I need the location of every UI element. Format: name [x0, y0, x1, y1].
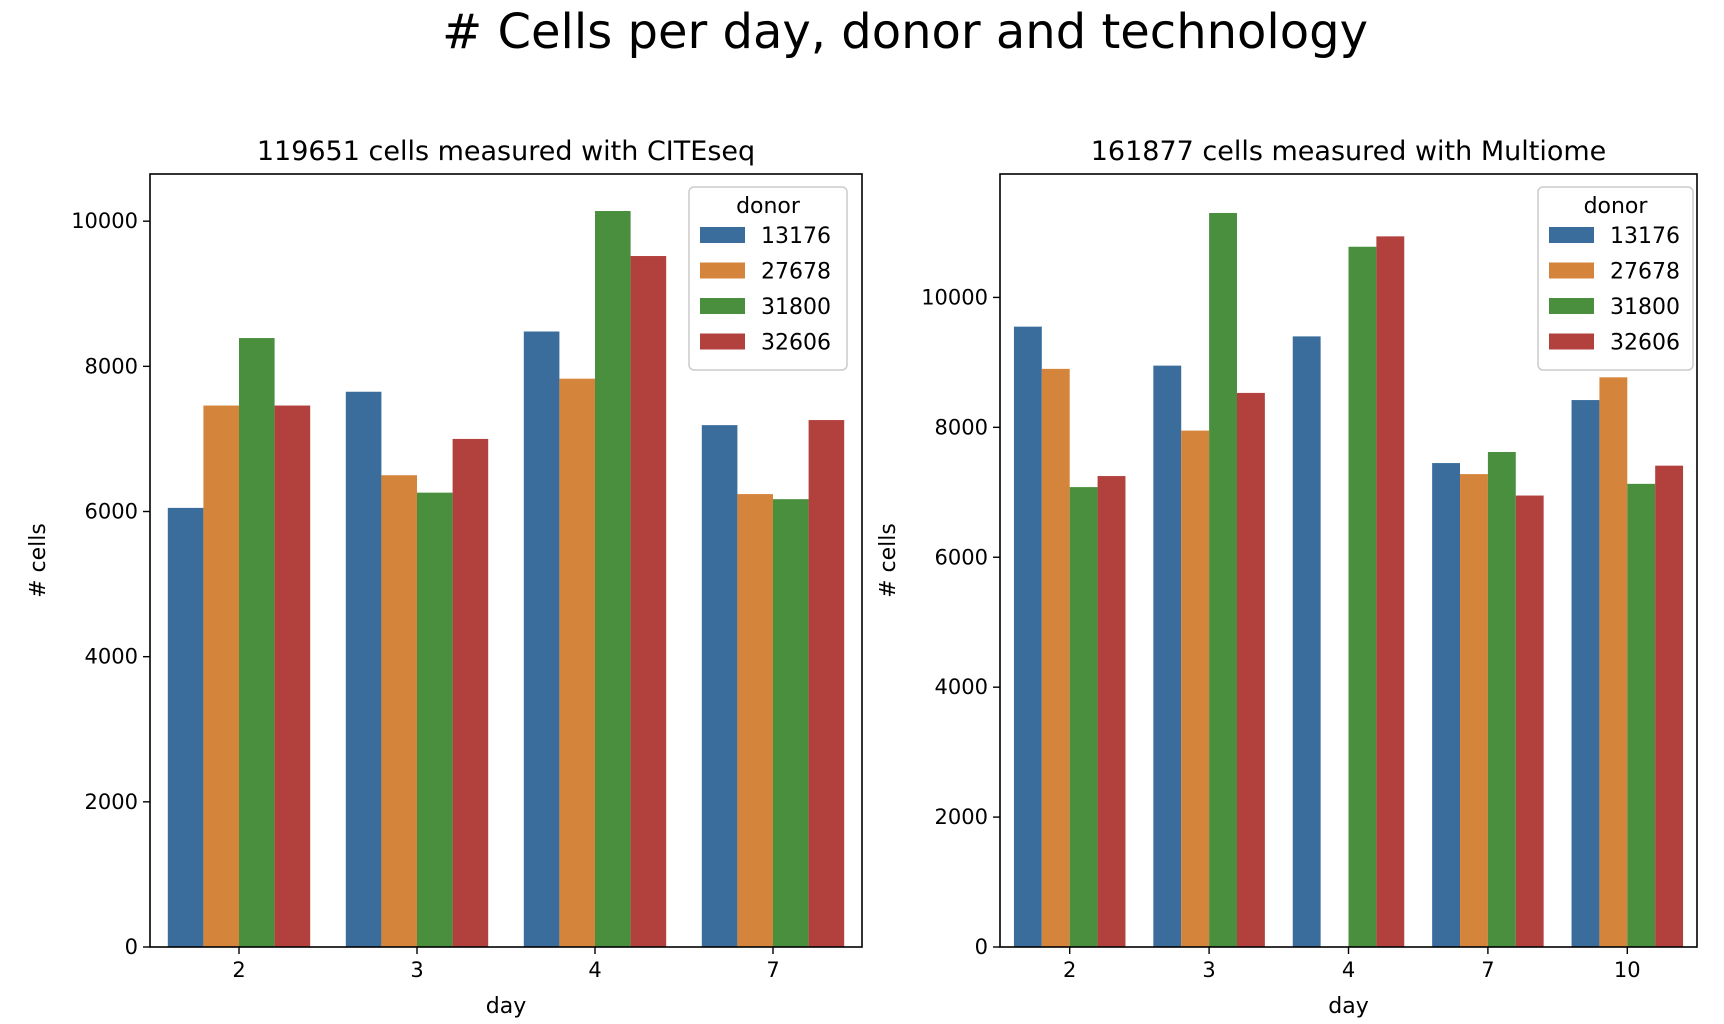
y-axis-label: # cells	[26, 523, 51, 598]
bar-13176-day-7	[701, 425, 738, 947]
legend-label-32606: 32606	[761, 331, 831, 356]
bar-32606-day-4	[630, 256, 667, 947]
bar-31800-day-4	[1348, 246, 1377, 947]
y-tick-label: 2000	[935, 805, 988, 829]
x-axis-label: day	[486, 994, 526, 1019]
panel-title: 161877 cells measured with Multiome	[1091, 136, 1607, 167]
legend: donor 13176 27678 31800 32606	[688, 186, 848, 371]
bar-27678-day-7	[737, 494, 773, 947]
bar-32606-day-7	[1515, 495, 1544, 947]
x-tick-label: 3	[1202, 958, 1215, 982]
y-tick-label: 4000	[85, 645, 138, 669]
legend-label-32606: 32606	[1610, 331, 1680, 356]
bar-27678-day-4	[559, 378, 595, 947]
bar-31800-day-3	[417, 492, 453, 947]
legend-swatch-32606	[700, 333, 745, 350]
bar-32606-day-4	[1376, 236, 1405, 948]
x-axis-label: day	[1328, 994, 1368, 1019]
y-tick-label: 4000	[935, 675, 988, 699]
y-tick-label: 8000	[85, 354, 138, 378]
y-tick-label: 10000	[921, 285, 988, 309]
legend: donor 13176 27678 31800 32606	[1537, 186, 1694, 371]
multiome-panel: 161877 cells measured with Multiome 0 2000…	[876, 136, 1698, 1019]
bar-31800-day-3	[1209, 212, 1237, 948]
bar-31800-day-7	[1487, 452, 1516, 947]
legend-title: donor	[1584, 194, 1649, 219]
y-tick-label: 6000	[85, 500, 138, 524]
bar-13176-day-2	[167, 507, 204, 947]
legend-label-31800: 31800	[761, 295, 831, 320]
bar-32606-day-2	[1097, 476, 1126, 947]
x-tick-label: 7	[766, 958, 779, 982]
x-tick-label: 3	[410, 958, 423, 982]
legend-title: donor	[736, 194, 801, 219]
bar-27678-day-2	[203, 405, 239, 947]
bar-27678-day-10	[1599, 377, 1628, 947]
legend-label-13176: 13176	[761, 224, 831, 249]
bar-32606-day-7	[808, 420, 845, 947]
panel-title: 119651 cells measured with CITEseq	[257, 136, 755, 167]
bar-27678-day-3	[1181, 430, 1210, 948]
legend-swatch-27678	[1549, 262, 1594, 279]
bar-31800-day-7	[773, 499, 809, 947]
x-tick-label: 7	[1481, 958, 1494, 982]
legend-swatch-13176	[700, 227, 745, 243]
bar-27678-day-7	[1460, 474, 1488, 947]
x-tick-label: 2	[232, 958, 245, 982]
bar-27678-day-2	[1041, 368, 1070, 947]
bar-32606-day-10	[1655, 465, 1684, 947]
y-tick-label: 0	[975, 935, 988, 959]
bar-32606-day-3	[1236, 392, 1265, 947]
bar-13176-day-7	[1432, 463, 1461, 947]
x-tick-label: 4	[588, 958, 601, 982]
y-tick-label: 0	[125, 935, 138, 959]
x-tick-label: 2	[1063, 958, 1076, 982]
legend-label-27678: 27678	[761, 260, 831, 285]
bar-31800-day-2	[1069, 487, 1098, 947]
x-tick-label: 10	[1614, 958, 1641, 982]
legend-label-27678: 27678	[1610, 260, 1680, 285]
figure-title: # Cells per day, donor and technology	[442, 4, 1368, 60]
bar-31800-day-10	[1627, 483, 1656, 947]
bar-13176-day-4	[523, 331, 560, 947]
legend-swatch-31800	[700, 298, 745, 314]
bar-13176-day-3	[1153, 365, 1182, 947]
bar-13176-day-2	[1013, 326, 1042, 947]
bar-32606-day-2	[274, 405, 311, 947]
bar-31800-day-2	[239, 338, 275, 947]
bar-31800-day-4	[595, 211, 631, 947]
y-axis-label: # cells	[876, 523, 901, 598]
legend-label-31800: 31800	[1610, 295, 1680, 320]
y-tick-label: 2000	[85, 790, 138, 814]
legend-swatch-13176	[1549, 227, 1594, 243]
y-tick-label: 8000	[935, 415, 988, 439]
legend-swatch-27678	[700, 262, 745, 279]
legend-label-13176: 13176	[1610, 224, 1680, 249]
y-tick-label: 10000	[71, 209, 138, 233]
bar-32606-day-3	[452, 438, 489, 947]
bar-13176-day-4	[1292, 336, 1321, 947]
axes-frame	[149, 173, 863, 948]
legend-swatch-31800	[1549, 298, 1594, 314]
citeseq-panel: 119651 cells measured with CITEseq 0 2000 4…	[26, 136, 863, 1019]
bar-27678-day-3	[381, 475, 417, 947]
bar-13176-day-3	[345, 391, 382, 947]
bar-13176-day-10	[1571, 400, 1600, 947]
y-tick-label: 6000	[935, 545, 988, 569]
x-tick-label: 4	[1342, 958, 1355, 982]
legend-swatch-32606	[1549, 333, 1594, 350]
